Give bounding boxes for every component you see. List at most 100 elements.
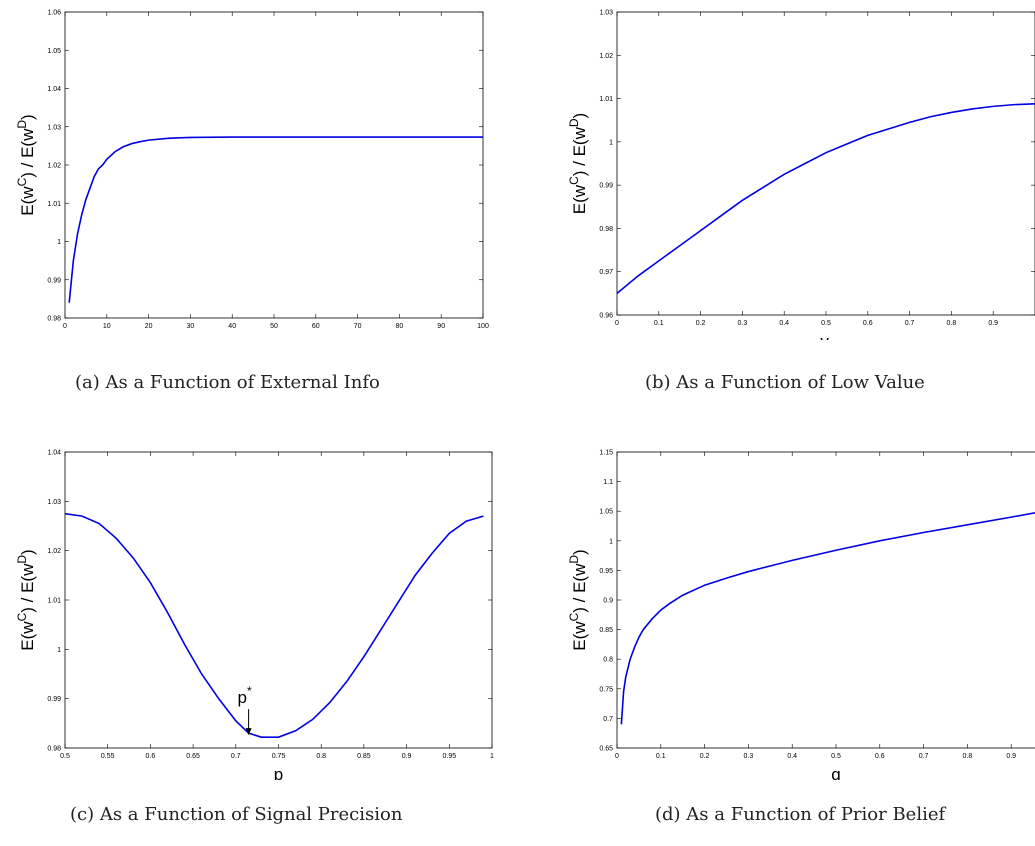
chart-d: 0 0.1 0.2 0.3 0.4 0.5 0.6 0.7 0.8 0.9 1 0.65 0.7 0.75… (567, 450, 1035, 784)
caption-b: (b) As a Function of Low Value (645, 372, 925, 393)
y-tick-label: 1.02 (599, 53, 613, 60)
series-line (64, 512, 484, 738)
panel-c: 0.5 0.55 0.6 0.65 0.7 0.75 0.8 0.85 0.9 0.95 1 0.98… (0, 440, 500, 785)
y-tick-label: 1.03 (47, 124, 61, 131)
x-tick-label: 0.8 (963, 753, 973, 760)
y-tick-label: 1.04 (47, 86, 61, 93)
x-axis-label: q (831, 765, 840, 780)
x-tick-label: 0.5 (831, 753, 841, 760)
x-tick-label: 50 (270, 323, 278, 330)
y-tick-label: 1.05 (47, 48, 61, 55)
y-tick-label: 0.8 (603, 657, 613, 664)
x-tick-label: 40 (228, 323, 236, 330)
y-tick-label: 1.03 (47, 499, 61, 506)
y-tick-label: 1.03 (599, 10, 613, 17)
caption-c: (c) As a Function of Signal Precision (70, 804, 403, 825)
x-tick-label: 0.4 (787, 753, 797, 760)
series-line (620, 512, 1035, 725)
plot-frame (64, 451, 493, 749)
y-tick-label: 1.05 (599, 509, 613, 516)
x-tick-label: 30 (187, 323, 195, 330)
x-tick-label: 0 (615, 753, 619, 760)
y-tick-label: 1.01 (47, 598, 61, 605)
x-tick-label: 0.95 (442, 753, 456, 760)
x-tick-label: 60 (312, 323, 320, 330)
y-tick-label: 1 (609, 538, 613, 545)
plot-frame (616, 451, 1035, 749)
x-tick-label: 0.2 (700, 753, 710, 760)
y-tick-label: 0.95 (599, 568, 613, 575)
x-tick-label: 0.75 (272, 753, 286, 760)
x-tick-label: 0.9 (988, 320, 998, 327)
x-tick-label: 0.5 (821, 320, 831, 327)
y-tick-label: 1.15 (599, 450, 613, 457)
x-tick-label: 0.7 (919, 753, 929, 760)
x-tick-label: 100 (477, 323, 489, 330)
x-tick-label: 0.3 (738, 320, 748, 327)
y-tick-label: 0.98 (599, 226, 613, 233)
x-tick-label: 0.6 (875, 753, 885, 760)
y-tick-label: 0.99 (47, 277, 61, 284)
x-tick-label: 0.65 (186, 753, 200, 760)
x-tick-label: 0.6 (863, 320, 873, 327)
x-tick-label: 0.9 (402, 753, 412, 760)
x-tick-label: 0 (63, 323, 67, 330)
x-tick-label: 0.4 (779, 320, 789, 327)
y-tick-label: 0.99 (47, 696, 61, 703)
panel-d: 0 0.1 0.2 0.3 0.4 0.5 0.6 0.7 0.8 0.9 1 0.65 0.7 0.75… (535, 440, 1035, 785)
y-tick-label: 0.65 (599, 746, 613, 753)
x-tick-label: 0.55 (101, 753, 115, 760)
plot-frame (64, 11, 484, 319)
y-tick-label: 0.75 (599, 686, 613, 693)
x-tick-label: 70 (354, 323, 362, 330)
y-tick-label: 1.01 (599, 96, 613, 103)
caption-a: (a) As a Function of External Info (75, 372, 380, 393)
y-tick-label: 0.99 (599, 183, 613, 190)
x-tick-label: 0.7 (905, 320, 915, 327)
x-tick-label: 0.9 (1006, 753, 1016, 760)
x-tick-label: 0.7 (231, 753, 241, 760)
x-tick-label: 1 (490, 753, 494, 760)
x-tick-label: 0 (615, 320, 619, 327)
x-tick-label: 0.5 (60, 753, 70, 760)
x-tick-label: 80 (396, 323, 404, 330)
x-tick-label: 90 (437, 323, 445, 330)
x-axis-label: next (261, 335, 287, 340)
x-axis-label: vl (820, 332, 831, 340)
y-axis-label: E(wC) / E(wD) (15, 114, 37, 215)
y-tick-label: 0.96 (599, 313, 613, 320)
y-tick-label: 1 (57, 647, 61, 654)
y-tick-label: 1.06 (47, 10, 61, 17)
x-tick-label: 10 (103, 323, 111, 330)
y-tick-label: 1 (57, 239, 61, 246)
y-tick-label: 0.97 (599, 269, 613, 276)
chart-a: 0 10 20 30 40 50 60 70 80 90 100 0.98 0.99 1 1.01 1.02 1… (15, 10, 489, 360)
x-tick-label: 0.3 (744, 753, 754, 760)
series-line (616, 102, 1035, 294)
chart-b: 0 0.1 0.2 0.3 0.4 0.5 0.6 0.7 0.8 0.9 0.96 0.97 0.98… (567, 10, 1035, 356)
y-tick-label: 1.1 (603, 479, 613, 486)
x-tick-label: 0.1 (654, 320, 664, 327)
x-tick-label: 0.1 (656, 753, 666, 760)
x-tick-label: 0.6 (146, 753, 156, 760)
y-tick-label: 0.7 (603, 716, 613, 723)
panel-a: 0 10 20 30 40 50 60 70 80 90 100 0.98 0.99 1 1.01 1.02 1… (0, 0, 500, 360)
y-tick-label: 1.04 (47, 450, 61, 457)
y-tick-label: 1.02 (47, 548, 61, 555)
plot-frame (616, 11, 1035, 316)
y-tick-label: 0.85 (599, 627, 613, 634)
y-tick-label: 0.98 (47, 746, 61, 753)
y-tick-label: 0.98 (47, 316, 61, 323)
x-tick-label: 20 (145, 323, 153, 330)
y-tick-label: 1 (609, 139, 613, 146)
annotation-label: p* (238, 684, 252, 707)
panel-b: 0 0.1 0.2 0.3 0.4 0.5 0.6 0.7 0.8 0.9 0.96 0.97 0.98… (535, 0, 1035, 356)
x-axis-label: p (274, 765, 283, 780)
caption-d: (d) As a Function of Prior Belief (655, 804, 946, 825)
x-tick-label: 0.8 (316, 753, 326, 760)
x-tick-label: 0.8 (947, 320, 957, 327)
x-tick-label: 0.85 (357, 753, 371, 760)
annotation-arrowhead (245, 728, 252, 736)
y-tick-label: 0.9 (603, 598, 613, 605)
series-line (68, 136, 483, 303)
